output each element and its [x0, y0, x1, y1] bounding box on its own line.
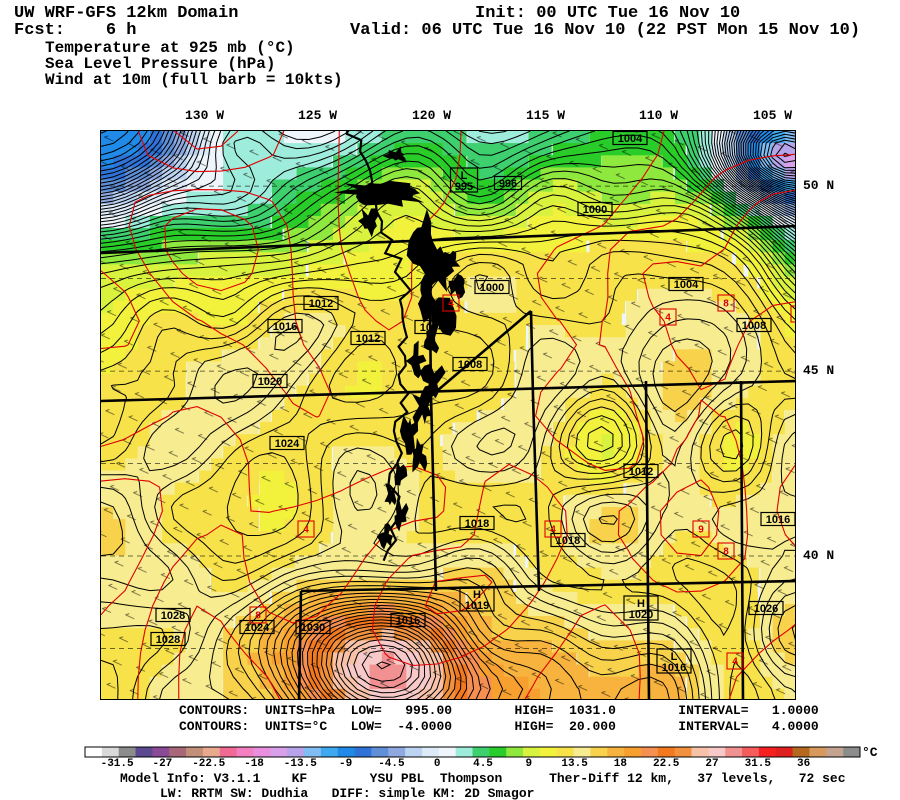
svg-text:1024: 1024 [245, 622, 270, 634]
svg-text:1020: 1020 [258, 376, 282, 388]
svg-text:8: 8 [255, 611, 261, 622]
svg-text:1008: 1008 [458, 359, 482, 371]
svg-text:1000: 1000 [583, 204, 607, 216]
svg-text:996: 996 [499, 178, 517, 190]
svg-text:4: 4 [732, 657, 738, 668]
svg-text:1012: 1012 [356, 333, 380, 345]
svg-text:1019: 1019 [465, 600, 489, 612]
svg-text:1028: 1028 [161, 610, 185, 622]
svg-text:1004: 1004 [618, 133, 643, 145]
svg-text:1016: 1016 [662, 662, 686, 674]
svg-text:1026: 1026 [754, 603, 778, 615]
svg-text:1004: 1004 [674, 279, 699, 291]
svg-text:1012: 1012 [309, 298, 333, 310]
svg-text:8: 8 [723, 299, 729, 310]
svg-text:4: 4 [303, 525, 309, 536]
svg-text:1028: 1028 [156, 634, 180, 646]
svg-text:8: 8 [723, 547, 729, 558]
svg-text:1016: 1016 [273, 321, 297, 333]
svg-text:9: 9 [698, 525, 704, 536]
svg-text:1000: 1000 [480, 282, 504, 294]
svg-text:4: 4 [665, 313, 671, 324]
svg-text:1016: 1016 [396, 615, 420, 627]
svg-text:1018: 1018 [465, 518, 489, 530]
svg-text:1008: 1008 [742, 320, 766, 332]
svg-text:1020: 1020 [629, 609, 653, 621]
svg-text:4: 4 [550, 525, 556, 536]
svg-text:1012: 1012 [629, 466, 653, 478]
svg-text:1024: 1024 [275, 438, 300, 450]
svg-text:1004: 1004 [420, 322, 445, 334]
svg-text:1030: 1030 [301, 622, 325, 634]
svg-text:1016: 1016 [766, 514, 790, 526]
svg-text:995: 995 [455, 181, 473, 193]
svg-text:4: 4 [448, 299, 454, 310]
